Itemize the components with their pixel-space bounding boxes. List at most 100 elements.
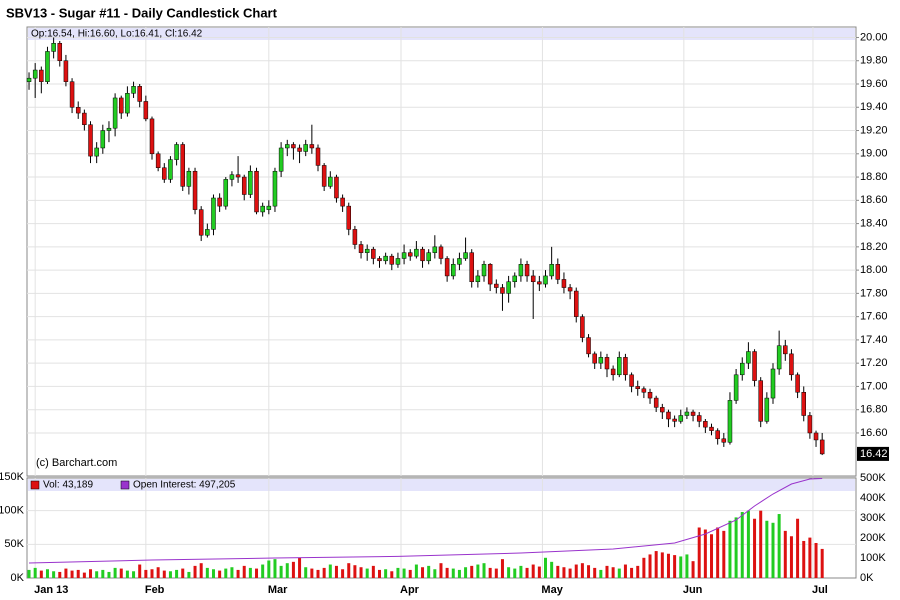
candle-body [524, 264, 530, 277]
volume-bar [679, 556, 683, 578]
y-tick-label: 19.00 [860, 148, 888, 160]
candle-body [567, 287, 573, 292]
candle-body [328, 176, 333, 187]
candle-body [444, 258, 450, 277]
candle-body [94, 147, 99, 157]
candle-body [377, 258, 382, 262]
volume-bar [371, 565, 375, 578]
x-tick-label: Jun [683, 584, 703, 596]
candle-body [186, 170, 192, 187]
volume-bar [33, 567, 37, 578]
x-tick-label: Jan 13 [34, 584, 68, 596]
volume-bar [746, 510, 750, 578]
volume-bar [525, 567, 529, 578]
volume-bar [580, 563, 584, 578]
volume-bar [414, 564, 418, 578]
candle-body [248, 170, 253, 195]
candle-body [426, 252, 431, 262]
oi-legend-swatch [120, 480, 130, 490]
volume-bar [685, 554, 689, 578]
candle-body [623, 357, 628, 376]
candle-body [321, 165, 327, 187]
candle-body [371, 248, 376, 259]
oi-tick-label: 200K [860, 532, 886, 544]
volume-bar [728, 520, 732, 578]
candle-body [383, 255, 388, 262]
ohlc-legend: Op:16.54, Hi:16.60, Lo:16.41, Cl:16.42 [31, 29, 203, 40]
candle-body [696, 415, 702, 422]
credit: (c) Barchart.com [36, 457, 117, 469]
y-tick-label: 17.20 [860, 357, 888, 369]
volume-bar [408, 569, 412, 578]
volume-tick-label: 150K [0, 471, 25, 483]
candle-body [26, 77, 32, 82]
candle-body [217, 197, 222, 207]
candle-body [463, 252, 468, 259]
candle-body [272, 170, 278, 207]
volume-bar [205, 567, 209, 578]
volume-bar [568, 568, 572, 578]
volume-bar [230, 567, 234, 578]
candle-body [469, 252, 474, 282]
volume-bar [753, 518, 757, 578]
volume-legend: Vol: 43,189 [43, 480, 93, 491]
volume-bar [710, 534, 714, 578]
candle-body [137, 86, 142, 102]
volume-bar [783, 530, 787, 578]
volume-bar [562, 567, 566, 578]
candle-body [537, 281, 542, 285]
volume-bar [132, 571, 136, 578]
volume-bar [248, 567, 252, 578]
volume-bar [814, 542, 818, 578]
candle-body [672, 418, 677, 422]
volume-bar [328, 564, 332, 578]
volume-bar [439, 563, 443, 578]
volume-bar [427, 565, 431, 578]
volume-bar [623, 564, 627, 578]
volume-bar [162, 570, 166, 578]
volume-bar [722, 530, 726, 578]
volume-bar [802, 540, 806, 578]
volume-bar [703, 529, 707, 578]
candle-body [580, 316, 585, 338]
volume-bar [494, 568, 498, 578]
volume-bar [556, 565, 560, 578]
candle-body [783, 345, 788, 355]
volume-bar [740, 512, 744, 578]
candle-body [155, 153, 161, 168]
y-tick-label: 18.20 [860, 241, 888, 253]
volume-bar [138, 564, 142, 578]
last-price-box [857, 446, 889, 461]
candle-body [401, 252, 407, 259]
volume-bar [513, 568, 517, 578]
candle-body [364, 248, 370, 253]
y-tick-label: 19.40 [860, 101, 888, 113]
candle-body [303, 144, 308, 152]
candle-body [770, 368, 776, 399]
candle-body [112, 97, 118, 129]
volume-bar [365, 568, 369, 578]
candle-body [518, 264, 524, 277]
candle-body [315, 147, 321, 166]
volume-bar [507, 567, 511, 578]
candle-body [610, 368, 616, 376]
volume-bar [113, 567, 117, 578]
volume-bar [168, 571, 172, 578]
candle-body [192, 170, 198, 210]
volume-bar [242, 565, 246, 578]
x-tick-label: Feb [145, 584, 165, 596]
volume-bar [58, 571, 62, 578]
volume-bar [808, 537, 812, 578]
candle-body [358, 244, 364, 253]
volume-bar [70, 570, 74, 578]
volume-legend-strip [28, 479, 855, 491]
candle-body [254, 170, 259, 213]
volume-bar [255, 568, 259, 578]
candle-body [100, 130, 106, 149]
candle-body [162, 167, 167, 180]
volume-bar [218, 570, 222, 578]
volume-bar [488, 567, 492, 578]
candle-body [451, 264, 456, 277]
oi-tick-label: 300K [860, 512, 886, 524]
volume-bar [304, 567, 308, 578]
